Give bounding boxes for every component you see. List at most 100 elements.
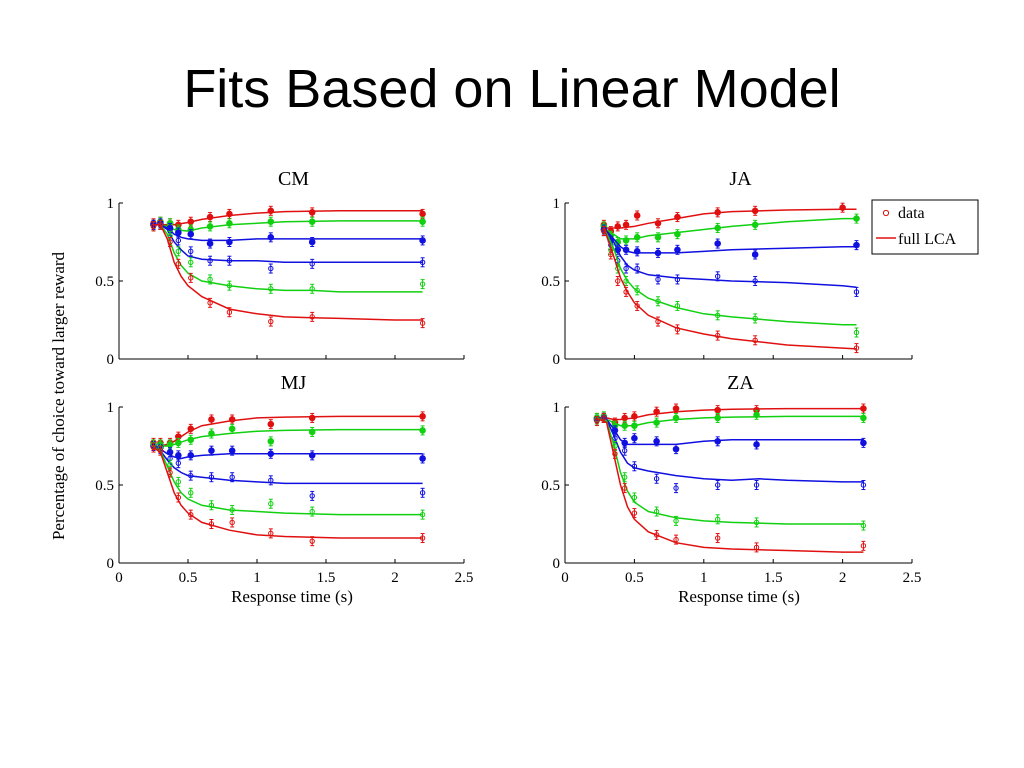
data-point bbox=[655, 318, 661, 325]
data-point bbox=[419, 237, 426, 244]
y-tick-label: 0.5 bbox=[541, 478, 560, 494]
data-point bbox=[309, 538, 315, 544]
x-tick-label: 1.5 bbox=[317, 570, 336, 586]
fit-line bbox=[153, 446, 423, 539]
y-tick-label: 0.5 bbox=[541, 274, 560, 290]
data-point bbox=[673, 536, 679, 543]
series-1 bbox=[600, 202, 857, 237]
data-point bbox=[860, 543, 867, 549]
data-point bbox=[674, 230, 681, 238]
data-point bbox=[653, 419, 660, 426]
legend-data-label: data bbox=[898, 205, 925, 222]
y-tick-label: 1 bbox=[553, 196, 561, 212]
data-point bbox=[175, 248, 182, 255]
data-point bbox=[674, 303, 681, 309]
data-point bbox=[419, 535, 426, 541]
y-axis-label: Percentage of choice toward larger rewar… bbox=[49, 251, 68, 540]
data-point bbox=[419, 413, 426, 420]
data-point bbox=[631, 434, 638, 442]
chart-panel-ja: JA 0 0.5 1 bbox=[541, 168, 913, 368]
data-point bbox=[674, 246, 681, 254]
chart-panel-za: ZA 0 0.5 1 0 0.5 1 1.5 2 2.5 bbox=[541, 372, 921, 586]
x-axis-label-right: Response time (s) bbox=[678, 587, 800, 606]
x-tick-label: 1 bbox=[253, 570, 261, 586]
data-point bbox=[150, 223, 157, 230]
fit-line bbox=[153, 446, 423, 460]
data-point bbox=[839, 204, 846, 211]
data-point bbox=[419, 427, 426, 434]
data-point bbox=[621, 447, 628, 454]
legend-box bbox=[871, 199, 979, 255]
data-point bbox=[853, 241, 860, 249]
data-point bbox=[188, 275, 194, 281]
series-6 bbox=[594, 412, 867, 553]
data-point bbox=[674, 276, 681, 283]
data-point bbox=[226, 258, 233, 264]
data-point bbox=[751, 221, 759, 229]
data-point bbox=[187, 218, 195, 226]
data-point bbox=[167, 239, 173, 245]
data-point bbox=[655, 276, 661, 283]
data-point bbox=[653, 532, 660, 538]
data-point bbox=[601, 415, 607, 421]
data-point bbox=[860, 482, 867, 488]
data-point bbox=[188, 490, 194, 496]
panel-title: MJ bbox=[281, 372, 307, 394]
data-point bbox=[188, 472, 194, 479]
data-point bbox=[206, 213, 214, 221]
data-point bbox=[601, 228, 607, 234]
x-tick-label: 1.5 bbox=[764, 570, 783, 586]
data-point bbox=[714, 414, 721, 422]
data-point bbox=[419, 281, 426, 287]
data-point bbox=[268, 318, 274, 325]
data-point bbox=[206, 240, 214, 247]
data-point bbox=[226, 238, 233, 246]
fit-line bbox=[603, 217, 857, 240]
data-point bbox=[631, 413, 638, 420]
data-point bbox=[714, 224, 721, 232]
data-point bbox=[229, 474, 235, 480]
fit-line bbox=[153, 446, 423, 516]
data-point bbox=[157, 447, 164, 454]
x-tick-label: 2 bbox=[839, 570, 847, 586]
data-point bbox=[634, 265, 640, 272]
data-point bbox=[714, 332, 721, 339]
chart-panel-mj: MJ 0 0.5 1 0 0.5 1 1.5 2 2.5 bbox=[95, 372, 473, 586]
data-point bbox=[853, 289, 860, 295]
data-point bbox=[634, 303, 640, 309]
data-point bbox=[226, 309, 233, 315]
data-point bbox=[187, 452, 195, 459]
data-point bbox=[674, 326, 681, 333]
data-point bbox=[860, 405, 867, 412]
fit-line bbox=[153, 446, 423, 485]
series-6 bbox=[150, 219, 426, 329]
data-point bbox=[653, 438, 660, 445]
data-point bbox=[714, 209, 721, 216]
data-point bbox=[309, 286, 315, 292]
data-point bbox=[654, 234, 662, 241]
data-point bbox=[714, 438, 721, 445]
y-tick-label: 0 bbox=[553, 556, 561, 572]
y-tick-label: 1 bbox=[107, 400, 115, 416]
data-point bbox=[673, 518, 679, 524]
fit-line bbox=[603, 227, 857, 254]
data-point bbox=[267, 207, 275, 215]
data-point bbox=[612, 451, 618, 457]
data-point bbox=[753, 544, 760, 551]
data-point bbox=[634, 287, 640, 294]
data-point bbox=[226, 219, 233, 227]
data-point bbox=[860, 522, 867, 529]
data-point bbox=[267, 450, 275, 458]
data-point bbox=[714, 240, 721, 247]
data-point bbox=[187, 425, 195, 433]
data-point bbox=[751, 251, 759, 258]
data-point bbox=[419, 210, 426, 218]
data-point bbox=[268, 265, 274, 272]
series-5 bbox=[594, 412, 867, 531]
data-point bbox=[267, 218, 275, 226]
legend-data-marker bbox=[882, 209, 890, 217]
x-axis-label-left: Response time (s) bbox=[231, 587, 353, 606]
data-point bbox=[268, 530, 274, 537]
fit-line bbox=[153, 210, 423, 226]
